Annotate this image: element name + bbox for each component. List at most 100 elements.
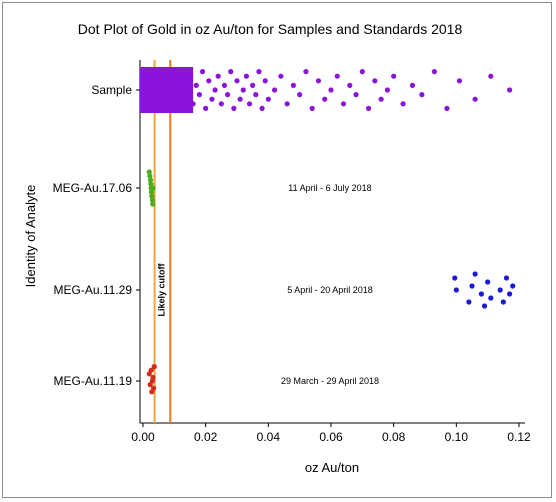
data-point-sample xyxy=(149,78,155,84)
data-point-meg-au-11-19 xyxy=(150,374,156,380)
data-point-meg-au-17-06 xyxy=(146,169,152,175)
data-point-meg-au-17-06 xyxy=(147,173,153,179)
date-range-annotation: 29 March - 29 April 2018 xyxy=(281,376,379,386)
data-point-sample xyxy=(507,87,513,93)
data-point-sample xyxy=(400,101,406,107)
date-range-annotation: 11 April - 6 July 2018 xyxy=(288,183,371,193)
data-point-sample xyxy=(256,69,262,75)
data-point-sample xyxy=(228,69,234,75)
data-point-meg-au-11-29 xyxy=(500,299,506,305)
data-point-sample xyxy=(359,69,365,75)
data-point-sample xyxy=(234,78,240,84)
data-point-sample xyxy=(190,101,196,107)
data-point-meg-au-11-29 xyxy=(488,295,494,301)
data-point-sample xyxy=(143,69,149,75)
data-point-sample xyxy=(431,69,437,75)
data-point-sample xyxy=(221,82,228,88)
data-point-sample xyxy=(328,87,334,93)
data-point-meg-au-17-06 xyxy=(148,189,155,195)
data-point-sample xyxy=(378,96,384,102)
data-point-sample xyxy=(309,105,315,111)
data-point-sample xyxy=(178,78,184,84)
data-point-sample xyxy=(187,73,193,79)
data-point-sample xyxy=(159,73,165,79)
data-point-meg-au-17-06 xyxy=(150,185,156,191)
data-point-sample xyxy=(218,101,224,107)
data-point-meg-au-17-06 xyxy=(149,197,155,203)
data-point-sample xyxy=(278,73,284,79)
data-point-meg-au-11-29 xyxy=(507,291,513,297)
y-tick-labels: Sample MEG-Au.17.06 MEG-Au.11.29 MEG-Au.11.… xyxy=(53,83,140,388)
data-point-meg-au-11-29 xyxy=(510,283,516,289)
data-point-sample xyxy=(215,73,221,79)
annotations: 11 April - 6 July 2018 5 April - 20 April… xyxy=(281,183,379,386)
y-tick-label: MEG-Au.17.06 xyxy=(53,181,133,195)
data-point-sample xyxy=(366,105,372,111)
data-point-meg-au-17-06 xyxy=(148,181,154,187)
data-point-sample xyxy=(472,96,478,102)
data-point-sample xyxy=(146,96,152,102)
data-point-sample xyxy=(391,73,397,79)
data-point-sample xyxy=(171,69,177,75)
data-point-sample xyxy=(262,78,268,84)
y-tick-label: Sample xyxy=(91,83,132,97)
data-point-meg-au-11-19 xyxy=(148,367,154,373)
data-point-sample xyxy=(384,87,390,93)
x-tick-label: 0.08 xyxy=(382,430,406,444)
data-point-sample xyxy=(272,87,278,93)
data-point-sample xyxy=(152,105,159,111)
data-point-sample xyxy=(253,92,259,98)
data-point-sample xyxy=(419,92,425,98)
reference-lines: Likely cutoff xyxy=(153,60,172,423)
data-point-sample xyxy=(259,105,265,111)
data-point-meg-au-11-29 xyxy=(478,291,484,297)
data-point-sample xyxy=(444,105,450,111)
y-tick-label: MEG-Au.11.29 xyxy=(54,283,133,297)
data-point-meg-au-11-29 xyxy=(466,299,472,305)
data-point-sample xyxy=(174,105,181,111)
data-point-sample xyxy=(265,96,271,102)
x-tick-label: 0.06 xyxy=(319,430,343,444)
data-point-sample xyxy=(290,82,296,88)
data-point-sample xyxy=(488,73,494,79)
data-point-meg-au-11-29 xyxy=(469,283,475,289)
data-point-meg-au-11-29 xyxy=(497,287,503,293)
x-tick-labels: 0.00 0.02 0.04 0.06 0.08 0.10 0.12 xyxy=(131,423,531,444)
chart-title: Dot Plot of Gold in oz Au/ton for Sample… xyxy=(78,21,463,37)
data-point-sample xyxy=(353,92,359,98)
y-axis-label: Identity of Analyte xyxy=(23,185,38,288)
data-point-meg-au-11-19 xyxy=(151,385,157,391)
data-point-sample xyxy=(162,101,168,107)
data-point-sample xyxy=(212,87,218,93)
chart-frame xyxy=(2,2,552,498)
data-point-sample xyxy=(203,105,209,111)
x-axis-label: oz Au/ton xyxy=(305,460,359,475)
data-point-sample xyxy=(193,82,199,88)
data-point-sample xyxy=(225,92,231,98)
data-point-sample xyxy=(209,96,215,102)
data-point-sample xyxy=(231,105,237,111)
data-point-sample xyxy=(199,69,206,75)
data-point-meg-au-11-29 xyxy=(452,275,458,281)
date-range-annotation: 5 April - 20 April 2018 xyxy=(287,285,373,295)
x-tick-label: 0.00 xyxy=(131,430,155,444)
cutoff-label: Likely cutoff xyxy=(156,262,166,316)
x-tick-label: 0.02 xyxy=(194,430,218,444)
data-point-meg-au-11-19 xyxy=(151,364,157,370)
data-points xyxy=(140,67,516,395)
data-point-sample xyxy=(340,101,347,107)
data-point-meg-au-11-29 xyxy=(485,279,491,285)
data-point-sample xyxy=(409,82,416,88)
data-point-sample xyxy=(206,78,212,84)
data-point-sample xyxy=(315,78,322,84)
data-point-sample xyxy=(297,92,303,98)
x-tick-label: 0.10 xyxy=(445,430,469,444)
data-point-sample xyxy=(240,87,246,93)
data-point-sample xyxy=(246,101,253,107)
data-point-meg-au-17-06 xyxy=(150,201,156,207)
data-point-sample xyxy=(168,92,174,98)
data-point-sample xyxy=(456,78,463,84)
data-point-meg-au-17-06 xyxy=(149,193,155,199)
data-point-meg-au-11-29 xyxy=(481,303,488,309)
